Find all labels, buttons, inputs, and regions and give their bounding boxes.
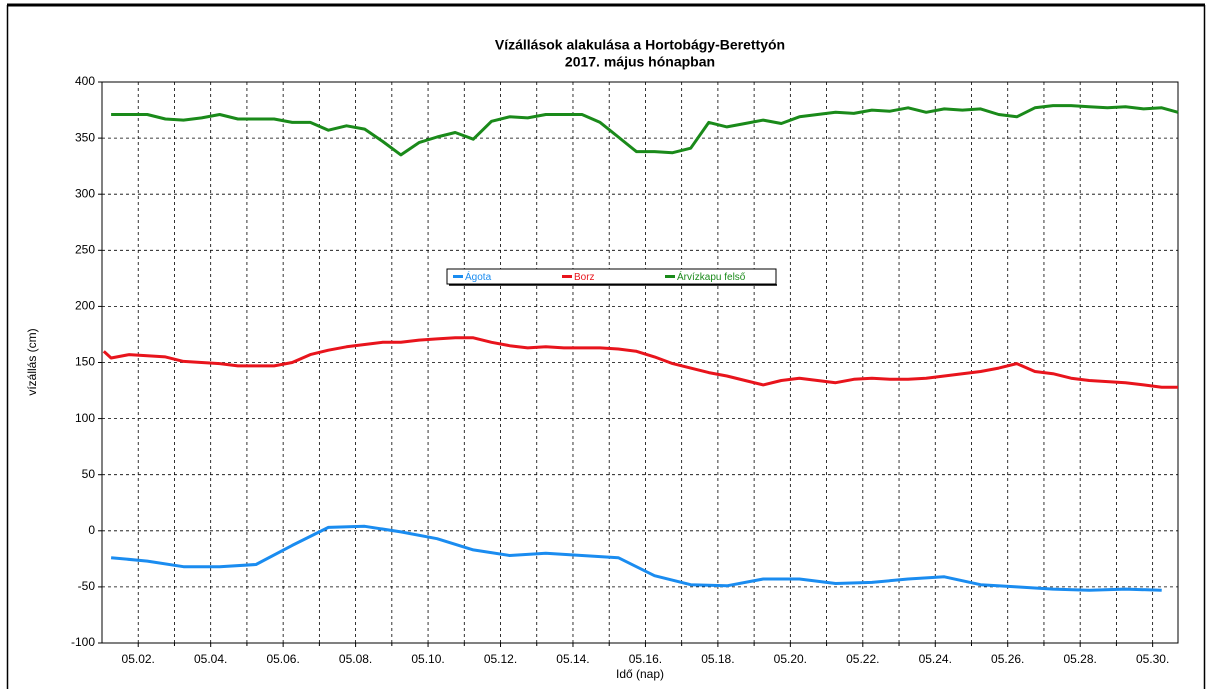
legend-box xyxy=(446,268,777,285)
x-tick-label: 05.26. xyxy=(991,652,1024,666)
series-line xyxy=(110,524,1162,592)
series-line xyxy=(111,104,1179,157)
x-tick-label: 05.28. xyxy=(1063,652,1096,666)
x-tick-label: 05.02. xyxy=(122,652,155,666)
x-tick-label: 05.08. xyxy=(339,652,372,666)
y-tick-label: 200 xyxy=(75,299,95,313)
y-tick-label: -100 xyxy=(71,635,95,649)
y-tick-label: -50 xyxy=(78,579,96,593)
x-tick-label: 05.12. xyxy=(484,652,517,666)
y-axis-label: vízállás (cm) xyxy=(25,328,39,395)
y-tick-label: 250 xyxy=(75,242,95,256)
y-tick-label: 350 xyxy=(75,130,95,144)
x-tick-label: 05.14. xyxy=(556,652,589,666)
legend-label: Árvízkapu felső xyxy=(677,270,746,283)
x-axis-label: Idő (nap) xyxy=(616,667,664,681)
legend-label: Borz xyxy=(574,272,595,283)
chart-subtitle: 2017. május hónapban xyxy=(565,54,715,70)
y-tick-label: 0 xyxy=(88,523,95,537)
x-tick-label: 05.24. xyxy=(919,652,952,666)
x-tick-label: 05.06. xyxy=(266,652,299,666)
x-tick-label: 05.22. xyxy=(846,652,879,666)
legend-label: Ágota xyxy=(465,270,492,283)
x-tick-label: 05.16. xyxy=(629,652,662,666)
y-tick-label: 100 xyxy=(75,411,95,425)
y-tick-label: 400 xyxy=(75,74,95,88)
y-tick-label: 150 xyxy=(75,355,95,369)
x-tick-label: 05.18. xyxy=(701,652,734,666)
y-tick-label: 50 xyxy=(82,467,96,481)
y-tick-label: 300 xyxy=(75,186,95,200)
plot-area xyxy=(101,81,1179,644)
x-tick-label: 05.04. xyxy=(194,652,227,666)
x-tick-label: 05.10. xyxy=(411,652,444,666)
x-tick-label: 05.20. xyxy=(774,652,807,666)
chart-title: Vízállások alakulása a Hortobágy-Beretty… xyxy=(495,37,785,53)
series-line xyxy=(102,336,1178,389)
x-tick-label: 05.30. xyxy=(1136,652,1169,666)
